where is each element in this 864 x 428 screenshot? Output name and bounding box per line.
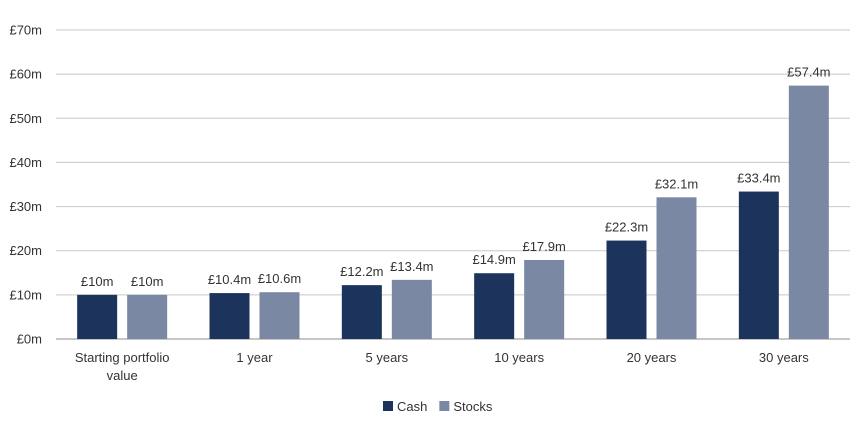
category-label: 1 year — [236, 350, 273, 365]
data-label-cash: £22.3m — [605, 220, 648, 235]
bar-stocks — [524, 259, 565, 339]
bar-cash — [738, 191, 779, 339]
data-label-stocks: £57.4m — [787, 65, 830, 80]
data-label-cash: £33.4m — [737, 171, 780, 186]
y-tick-label: £50m — [9, 111, 42, 126]
y-tick-label: £30m — [9, 199, 42, 214]
data-label-cash: £10m — [81, 274, 114, 289]
category-label: 10 years — [494, 350, 544, 365]
y-tick-label: £40m — [9, 155, 42, 170]
category-label: 5 years — [366, 350, 409, 365]
y-axis-tick-labels: £0m £10m £20m £30m £40m £50m £60m £70m — [9, 23, 42, 347]
data-label-cash: £12.2m — [340, 264, 383, 279]
data-label-stocks: £10.6m — [258, 271, 301, 286]
data-label-cash: £14.9m — [472, 252, 515, 267]
bar-cash — [474, 273, 515, 339]
y-tick-label: £60m — [9, 67, 42, 82]
data-label-stocks: £17.9m — [522, 239, 565, 254]
y-tick-label: £0m — [17, 332, 42, 347]
data-label-cash: £10.4m — [208, 272, 251, 287]
bar-stocks — [259, 292, 300, 339]
bar-stocks — [788, 85, 829, 340]
bar-cash — [209, 293, 250, 339]
data-labels: £10m £10m £10.4m £10.6m £12.2m £13.4m £14.9m £1… — [81, 65, 831, 289]
category-label: value — [107, 368, 138, 383]
data-label-stocks: £10m — [131, 274, 164, 289]
category-labels: Starting portfolio value 1 year 5 years 10 y… — [75, 350, 809, 383]
legend-label-stocks: Stocks — [453, 399, 493, 414]
bar-stocks — [391, 279, 432, 339]
legend: Cash Stocks — [383, 399, 493, 414]
category-label: 20 years — [627, 350, 677, 365]
gridlines — [56, 29, 850, 340]
bar-stocks — [127, 294, 168, 339]
bars — [77, 85, 829, 340]
bar-cash — [341, 285, 382, 339]
legend-swatch-stocks — [439, 401, 450, 411]
category-label: 30 years — [759, 350, 809, 365]
bar-cash — [77, 294, 118, 339]
y-tick-label: £10m — [9, 287, 42, 302]
y-tick-label: £70m — [9, 23, 42, 38]
data-label-stocks: £13.4m — [390, 259, 433, 274]
data-label-stocks: £32.1m — [655, 176, 698, 191]
y-tick-label: £20m — [9, 243, 42, 258]
category-label: Starting portfolio — [75, 350, 170, 365]
bar-cash — [606, 240, 647, 339]
legend-label-cash: Cash — [397, 399, 427, 414]
bar-stocks — [656, 197, 697, 339]
legend-swatch-cash — [383, 401, 393, 411]
